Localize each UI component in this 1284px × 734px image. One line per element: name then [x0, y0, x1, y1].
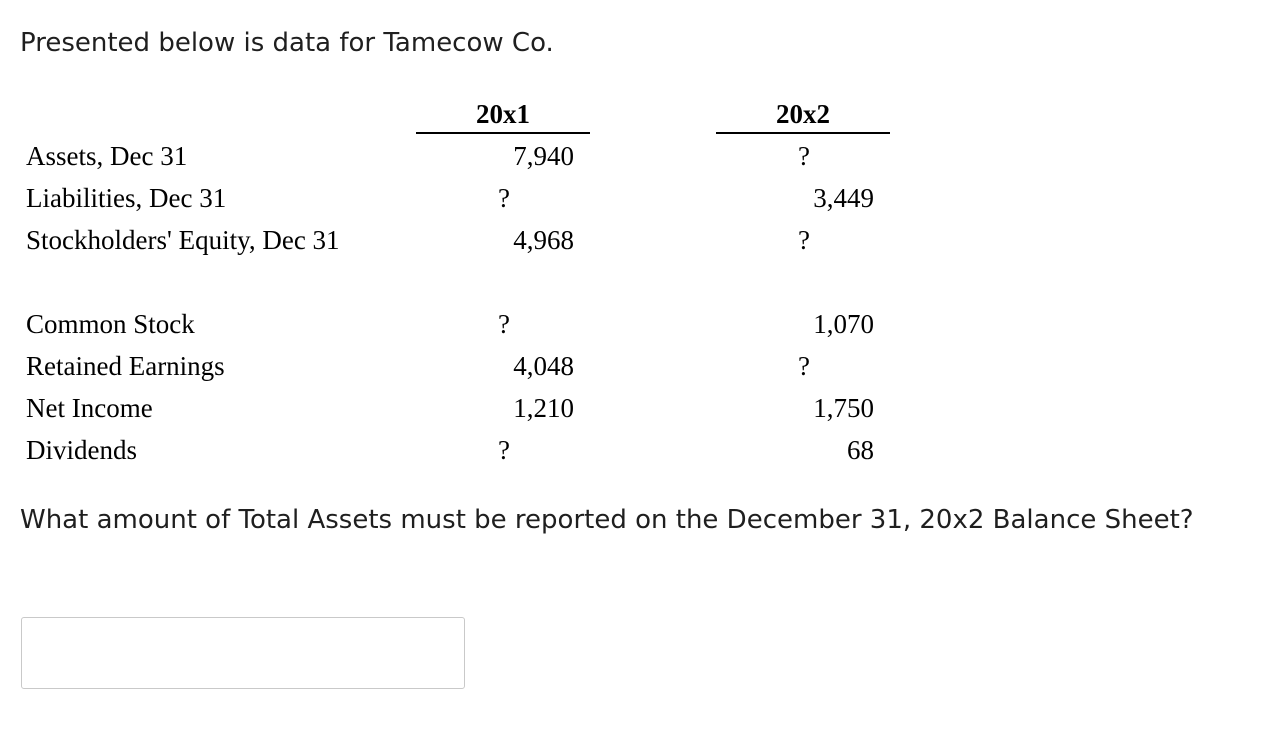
- value-20x2: ?: [798, 225, 810, 255]
- table-row: Net Income 1,210 1,750: [0, 388, 1284, 428]
- value-20x1: 7,940: [513, 141, 574, 171]
- table-row: Assets, Dec 31 7,940 ?: [0, 136, 1284, 176]
- value-20x2: ?: [798, 351, 810, 381]
- answer-input[interactable]: [21, 617, 465, 689]
- value-20x2: 1,750: [813, 393, 874, 423]
- value-20x1: 4,048: [513, 351, 574, 381]
- value-20x1: ?: [498, 309, 510, 339]
- column-header-20x1: 20x1: [416, 98, 590, 134]
- value-20x1: ?: [498, 435, 510, 465]
- row-label: Net Income: [26, 393, 153, 423]
- column-header-20x2: 20x2: [716, 98, 890, 134]
- row-label: Stockholders' Equity, Dec 31: [26, 225, 340, 255]
- table-row: Stockholders' Equity, Dec 31 4,968 ?: [0, 220, 1284, 260]
- row-label: Liabilities, Dec 31: [26, 183, 227, 213]
- value-20x2: 3,449: [813, 183, 874, 213]
- question-text: What amount of Total Assets must be repo…: [20, 505, 1194, 535]
- value-20x1: ?: [498, 183, 510, 213]
- value-20x2: ?: [798, 141, 810, 171]
- value-20x1: 4,968: [513, 225, 574, 255]
- data-table: 20x1 20x2 Assets, Dec 31 7,940 ? Liabili…: [0, 98, 1284, 470]
- table-row: Liabilities, Dec 31 ? 3,449: [0, 178, 1284, 218]
- row-label: Common Stock: [26, 309, 195, 339]
- table-row: Common Stock ? 1,070: [0, 304, 1284, 344]
- value-20x1: 1,210: [513, 393, 574, 423]
- table-row: Retained Earnings 4,048 ?: [0, 346, 1284, 386]
- value-20x2: 1,070: [813, 309, 874, 339]
- value-20x2: 68: [847, 435, 874, 465]
- row-label: Assets, Dec 31: [26, 141, 188, 171]
- row-label: Retained Earnings: [26, 351, 225, 381]
- row-label: Dividends: [26, 435, 137, 465]
- intro-text: Presented below is data for Tamecow Co.: [20, 28, 554, 58]
- table-row: Dividends ? 68: [0, 430, 1284, 470]
